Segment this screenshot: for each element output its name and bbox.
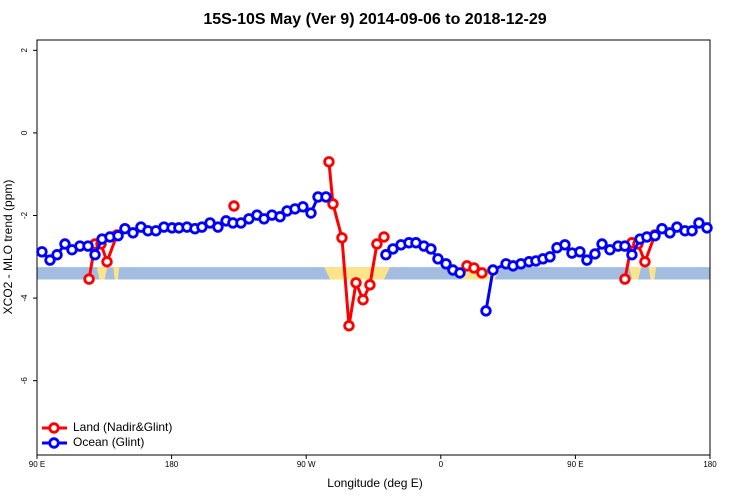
land-band [629, 267, 642, 280]
data-point [274, 211, 286, 223]
data-point [36, 246, 48, 258]
data-point [343, 320, 355, 332]
data-point [89, 249, 101, 261]
data-point [626, 249, 638, 261]
data-point [371, 238, 383, 250]
data-point [380, 249, 392, 261]
data-point [82, 240, 94, 252]
data-point [664, 227, 676, 239]
land-band [648, 267, 657, 280]
data-point [559, 239, 571, 251]
data-point [487, 264, 499, 276]
y-tick-label: -2 [20, 211, 29, 219]
data-point [364, 279, 376, 291]
legend-marker [48, 437, 60, 449]
data-point [378, 231, 390, 243]
y-tick-label: 2 [20, 48, 29, 53]
data-point [544, 251, 556, 263]
data-point [454, 267, 466, 279]
data-point [619, 273, 631, 285]
data-point [589, 248, 601, 260]
y-tick-label: -6 [20, 377, 29, 385]
data-point [297, 201, 309, 213]
y-tick-label: 0 [20, 130, 29, 135]
data-point [440, 258, 452, 270]
legend-marker [48, 422, 60, 434]
data-point [649, 230, 661, 242]
data-point [432, 253, 444, 265]
data-point [425, 243, 437, 255]
data-point [323, 156, 335, 168]
data-point [701, 222, 713, 234]
plot-frame [36, 39, 711, 456]
x-tick-label: 0 [439, 460, 444, 469]
data-point [101, 256, 113, 268]
x-tick-label: 180 [703, 460, 717, 469]
data-point [574, 246, 586, 258]
data-point [596, 238, 608, 250]
data-point [83, 273, 95, 285]
land-band [96, 267, 108, 280]
data-point [336, 232, 348, 244]
x-tick-label: 90 W [297, 460, 316, 469]
x-tick-label: 180 [165, 460, 179, 469]
legend-label: Ocean (Glint) [73, 435, 144, 449]
y-axis-label: XCO2 - MLO trend (ppm) [1, 180, 15, 315]
data-point [212, 221, 224, 233]
x-tick-label: 90 E [567, 460, 583, 469]
legend-label: Land (Nadir&Glint) [73, 420, 172, 434]
data-point [357, 294, 369, 306]
data-point [350, 277, 362, 289]
data-point [51, 249, 63, 261]
y-tick-label: -4 [20, 294, 29, 302]
data-point [686, 225, 698, 237]
data-point [476, 267, 488, 279]
data-point [468, 262, 480, 274]
x-axis-label: Longitude (deg E) [327, 476, 422, 490]
data-point [619, 240, 631, 252]
data-point [327, 198, 339, 210]
data-point [59, 238, 71, 250]
chart-title: 15S-10S May (Ver 9) 2014-09-06 to 2018-1… [203, 11, 546, 28]
land-band [113, 267, 120, 280]
x-tick-label: 90 E [29, 460, 45, 469]
data-point [305, 207, 317, 219]
data-point [320, 191, 332, 203]
data-point [581, 254, 593, 266]
data-point [693, 217, 705, 229]
data-point [480, 305, 492, 317]
data-point [44, 254, 56, 266]
data-point [228, 200, 240, 212]
data-point [127, 227, 139, 239]
data-point [112, 230, 124, 242]
data-point [639, 256, 651, 268]
